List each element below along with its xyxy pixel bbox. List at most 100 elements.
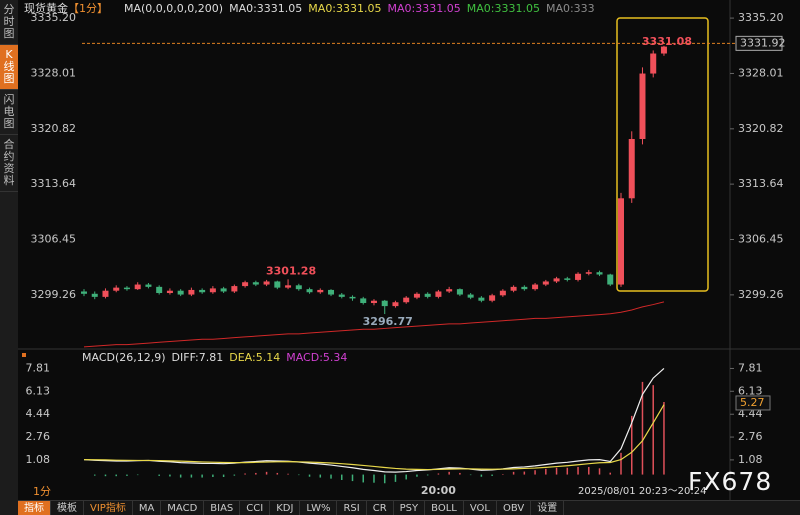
candle-body xyxy=(220,288,227,292)
candle-body xyxy=(585,272,592,274)
candle-body xyxy=(209,288,216,293)
highlight-box xyxy=(616,17,709,292)
candle-body xyxy=(553,278,560,282)
candle-body xyxy=(413,293,420,298)
candle-body xyxy=(478,297,485,301)
macd-tick-label-right: 4.44 xyxy=(738,407,763,420)
toolbar-button[interactable]: RSI xyxy=(337,501,367,515)
candle-body xyxy=(360,298,367,304)
price-annotation: 3331.08 xyxy=(642,35,692,48)
y-tick-label-left: 3306.45 xyxy=(31,232,77,245)
candle-body xyxy=(660,46,667,54)
candle-body xyxy=(156,286,163,294)
macd-tick-label-left: 4.44 xyxy=(26,407,51,420)
candle-body xyxy=(456,289,463,295)
candle-body xyxy=(199,289,206,293)
macd-value: DIFF:7.81 xyxy=(172,351,224,364)
candle-body xyxy=(177,290,184,295)
candle-body xyxy=(370,300,377,304)
y-tick-label-right: 3306.45 xyxy=(738,232,784,245)
y-tick-label-left: 3299.26 xyxy=(31,288,77,301)
period-label: 【1分】 xyxy=(68,2,108,15)
candle-body xyxy=(113,287,120,291)
instrument-name: 现货黄金 xyxy=(24,1,68,15)
macd-line xyxy=(83,404,665,471)
candle-body xyxy=(338,294,345,297)
y-tick-label-left: 3320.82 xyxy=(31,122,77,135)
candle-body xyxy=(188,289,195,295)
sidebar-tab[interactable]: 合约资料 xyxy=(0,135,18,192)
candle-body xyxy=(521,286,528,290)
toolbar-button[interactable]: 设置 xyxy=(531,501,565,515)
price-annotation: 3301.28 xyxy=(266,264,316,277)
toolbar: 指标 模板 VIP指标 MA MACD BIAS CCI KDJ LW% RSI CR PSY BOLL… xyxy=(18,500,800,515)
candle-body xyxy=(542,281,549,285)
candle-body xyxy=(628,138,635,199)
candle-body xyxy=(123,287,130,290)
last-price-label: 3331.92 xyxy=(740,36,786,49)
sidebar-tab[interactable]: K线图 xyxy=(0,45,18,90)
y-tick-label-right: 3320.82 xyxy=(738,122,784,135)
candle-body xyxy=(392,302,399,307)
candle-body xyxy=(424,293,431,297)
toolbar-button[interactable]: CR xyxy=(367,501,394,515)
macd-tick-label-right: 1.08 xyxy=(738,453,763,466)
macd-current-box xyxy=(735,395,771,411)
toolbar-button[interactable]: MACD xyxy=(161,501,205,515)
y-tick-label-right: 3328.01 xyxy=(738,66,784,79)
price-annotation: 3296.77 xyxy=(363,315,413,328)
candle-body xyxy=(650,53,657,74)
toolbar-button[interactable]: OBV xyxy=(497,501,532,515)
ma-value: MA0:3331.05 xyxy=(308,2,381,15)
toolbar-button[interactable]: LW% xyxy=(300,501,338,515)
y-tick-label-right: 3299.26 xyxy=(738,288,784,301)
candle-body xyxy=(618,198,624,285)
toolbar-button[interactable]: KDJ xyxy=(270,501,301,515)
sidebar: 分时图 K线图 闪电图 合约资料 xyxy=(0,0,18,515)
macd-tick-label-right: 7.81 xyxy=(738,361,763,374)
macd-tick-label-left: 2.76 xyxy=(26,430,51,443)
toolbar-button[interactable]: 模板 xyxy=(51,501,84,515)
toolbar-button[interactable]: 指标 xyxy=(18,501,51,515)
chart: 1分 现货黄金 【1分】 MA(0,0,0,0,0,200) MA0:3331.05 MA… xyxy=(18,0,800,500)
macd-current-label: 5.27 xyxy=(740,396,765,409)
candle-body xyxy=(510,286,517,291)
macd-tick-label-left: 6.13 xyxy=(26,384,51,397)
toolbar-button[interactable]: BIAS xyxy=(204,501,241,515)
ma-value: MA0:3331.05 xyxy=(388,2,461,15)
candle-body xyxy=(349,296,356,299)
candle-body xyxy=(596,272,603,275)
y-tick-label-right: 3313.64 xyxy=(738,177,784,190)
candle-body xyxy=(575,273,582,280)
macd-tick-label-right: 6.13 xyxy=(738,384,763,397)
macd-value: MACD:5.34 xyxy=(286,351,347,364)
ma-value: MA0:3331.05 xyxy=(467,2,540,15)
macd-tick-label-right: 2.76 xyxy=(738,430,763,443)
candle-body xyxy=(532,284,539,290)
ma-value: MA0:333 xyxy=(546,2,595,15)
candle-body xyxy=(274,281,281,288)
candle-body xyxy=(306,289,313,293)
candle-body xyxy=(285,285,292,288)
toolbar-button[interactable]: PSY xyxy=(394,501,426,515)
candle-body xyxy=(102,290,109,297)
candle-body xyxy=(607,274,614,285)
toolbar-button[interactable]: CCI xyxy=(240,501,271,515)
x-tick-label: 20:00 xyxy=(421,484,456,497)
ma-line xyxy=(83,301,665,348)
toolbar-button[interactable]: VOL xyxy=(464,501,497,515)
candle-body xyxy=(467,294,474,298)
candle-body xyxy=(295,285,302,290)
candle-body xyxy=(317,289,324,293)
sidebar-tab[interactable]: 闪电图 xyxy=(0,90,18,135)
toolbar-button[interactable]: MA xyxy=(133,501,162,515)
candle-body xyxy=(328,289,335,295)
candle-body xyxy=(381,300,388,307)
candle-body xyxy=(145,284,152,287)
sidebar-tab[interactable]: 分时图 xyxy=(0,0,18,45)
toolbar-button[interactable]: VIP指标 xyxy=(84,501,133,515)
panel-icon xyxy=(22,353,26,357)
toolbar-button[interactable]: BOLL xyxy=(425,501,464,515)
macd-tick-label-left: 7.81 xyxy=(26,361,51,374)
